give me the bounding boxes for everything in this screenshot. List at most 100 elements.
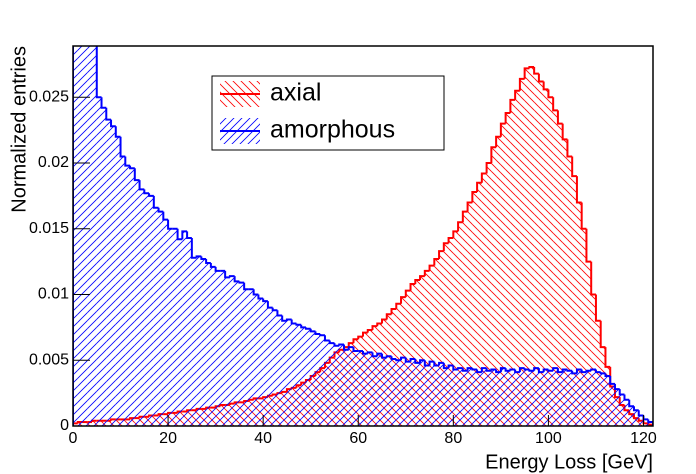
bar-outline <box>167 219 173 230</box>
y-axis-title: Normalized entries <box>8 46 30 213</box>
bar <box>614 389 620 426</box>
bar <box>519 368 525 426</box>
bar-outline <box>490 368 497 371</box>
bar <box>443 368 449 426</box>
bar <box>486 163 492 426</box>
bar <box>372 356 378 426</box>
x-tick-label: 100 <box>535 430 562 447</box>
bar <box>263 301 268 426</box>
bar <box>353 351 359 426</box>
bar-outline <box>547 89 554 99</box>
bar <box>329 343 335 426</box>
bar <box>420 360 425 426</box>
bar <box>429 265 435 426</box>
bar-outline <box>347 342 354 348</box>
y-tick-label: 0.01 <box>38 286 69 303</box>
bar-outline <box>499 122 506 137</box>
bar-outline <box>95 46 102 99</box>
bar <box>296 324 302 426</box>
bar <box>239 282 245 426</box>
bar-outline <box>495 135 501 148</box>
bar-outline <box>366 329 373 333</box>
bar-outline <box>471 190 478 203</box>
bar-outline <box>452 230 459 238</box>
bar <box>172 228 178 426</box>
bar <box>320 335 325 426</box>
bar <box>553 110 558 426</box>
bar-outline <box>376 352 383 357</box>
bar-outline <box>547 369 554 372</box>
bar-outline <box>233 276 240 283</box>
bar-outline <box>148 193 154 197</box>
bar-outline <box>433 258 440 266</box>
bar <box>467 202 473 426</box>
bar-outline <box>186 231 192 239</box>
bar-outline <box>362 331 368 337</box>
bar-outline <box>504 368 511 372</box>
bar-outline <box>395 302 402 309</box>
plot-area <box>73 46 653 426</box>
bar <box>515 90 520 426</box>
bar <box>472 191 478 426</box>
bar-outline <box>266 301 273 309</box>
bar-outline <box>404 289 411 298</box>
x-axis-title: Energy Loss [GeV] <box>485 451 653 473</box>
bar-outline <box>357 335 363 340</box>
y-tick-label: 0.02 <box>38 154 69 171</box>
bar-outline <box>514 89 520 100</box>
bar-outline <box>243 282 249 291</box>
bar <box>462 211 468 426</box>
bar <box>168 228 173 426</box>
bar <box>557 123 563 426</box>
x-tick-label: 20 <box>159 430 177 447</box>
x-tick-label: 120 <box>630 430 657 447</box>
bar-outline <box>590 261 596 296</box>
bar <box>605 376 611 426</box>
bar <box>258 298 264 426</box>
bar-outline <box>447 236 454 244</box>
bar <box>339 344 344 426</box>
bar-outline <box>129 165 135 170</box>
bar <box>272 310 278 426</box>
bar-outline <box>466 367 473 371</box>
bar-outline <box>613 383 620 391</box>
bar <box>305 328 311 426</box>
bar <box>472 369 478 426</box>
bar-outline <box>542 81 549 91</box>
bar <box>557 372 563 426</box>
bar <box>153 207 159 426</box>
bar-outline <box>319 333 325 337</box>
bar <box>149 195 154 426</box>
bar-outline <box>400 296 406 304</box>
bar-outline <box>138 180 145 191</box>
bar-outline <box>585 228 592 263</box>
bar-outline <box>461 368 468 372</box>
bar-outline <box>447 364 454 369</box>
x-tick-label: 0 <box>69 430 78 447</box>
bar-outline <box>119 136 126 158</box>
bar-outline <box>281 315 287 322</box>
bar <box>215 270 221 426</box>
bar-outline <box>114 126 121 138</box>
bar <box>234 281 240 426</box>
bar-outline <box>214 266 221 272</box>
bar <box>562 139 568 426</box>
bar-outline <box>533 67 539 75</box>
bar-outline <box>276 310 283 317</box>
bar-outline <box>385 313 392 320</box>
bar <box>633 410 639 426</box>
bar <box>415 280 421 426</box>
bar-outline <box>523 368 530 371</box>
bar-outline <box>480 172 487 183</box>
bar-outline <box>371 352 378 358</box>
bar <box>443 243 449 426</box>
bar-outline <box>423 360 430 367</box>
bar-outline <box>466 201 473 212</box>
bar-outline <box>490 146 497 164</box>
bar-outline <box>594 294 601 322</box>
bar <box>496 372 501 426</box>
bar-outline <box>556 110 563 125</box>
bar-outline <box>580 202 587 230</box>
bar-outline <box>533 367 539 371</box>
bar <box>101 107 107 426</box>
